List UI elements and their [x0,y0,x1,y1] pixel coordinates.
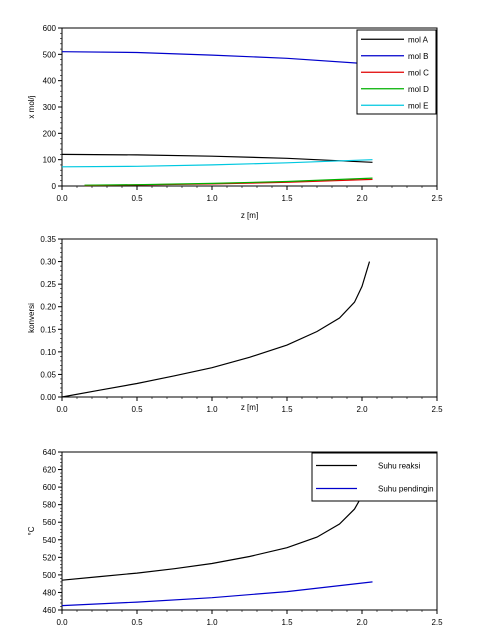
y-tick-label: 100 [43,156,57,165]
series-line-mol-b [61,51,373,65]
x-tick-label: 0.5 [131,194,143,203]
x-axis-label: z [m] [241,403,258,412]
x-tick-label: 0.5 [131,405,143,414]
y-tick-label: 480 [43,588,57,597]
y-tick-label: 0.30 [40,258,56,267]
y-axis-label: x mol/j [27,95,36,118]
x-tick-label: 0.0 [56,618,68,627]
series-line-suhu-reaksi [61,476,371,581]
y-tick-label: 500 [43,571,57,580]
x-tick-label: 1.5 [281,405,293,414]
x-axis-label: z [m] [241,211,258,220]
legend-label: mol B [408,52,428,61]
y-tick-label: 0.25 [40,280,56,289]
x-tick-label: 1.5 [281,194,293,203]
series-line-mol-d [84,177,373,186]
y-axis-label: °C [27,526,36,535]
chart-panel-2: 0.0 0.5 1.0 1.5 2.0 2.5 0.00 0.05 0.10 0.15 0.20 0.… [27,235,443,414]
series-line-suhu-pendingin [61,581,373,607]
y-tick-label: 560 [43,518,57,527]
chart-panel-1: 0.0 0.5 1.0 1.5 2.0 2.5 0 100 200 300 400 500 600 z [… [27,24,443,220]
y-tick-label: 580 [43,501,57,510]
legend-label: mol C [408,68,429,77]
y-tick-label: 0.10 [40,348,56,357]
y-tick-label: 600 [43,483,57,492]
legend-label: mol D [408,85,429,94]
series-line-mol-e [61,159,373,168]
series-line-mol-a [61,153,373,163]
y-tick-label: 540 [43,536,57,545]
x-tick-label: 2.0 [356,405,368,414]
y-tick-label: 520 [43,553,57,562]
plot-frame [61,451,438,611]
y-axis-label: konversi [27,303,36,333]
legend: mol A mol B mol C mol D mol E [356,29,437,115]
y-tick-label: 0.15 [40,325,56,334]
y-tick-label: 0.05 [40,370,56,379]
series-line-1 [61,261,371,398]
x-tick-label: 2.5 [431,405,443,414]
y-tick-label: 620 [43,466,57,475]
y-tick-label: 400 [43,77,57,86]
y-tick-label: 500 [43,50,57,59]
y-tick-label: 460 [43,606,57,615]
y-tick-label: 300 [43,103,57,112]
x-tick-label: 1.0 [206,618,218,627]
legend-label: Suhu pendingin [378,485,434,494]
y-tick-label: 600 [43,24,57,33]
legend: Suhu reaksi Suhu pendingin [311,452,438,502]
chart-panel-3: 0.0 0.5 1.0 1.5 2.0 2.5 460 480 500 520 540 560 580 6… [27,448,443,627]
x-tick-label: 2.5 [431,194,443,203]
x-tick-label: 0.0 [56,405,68,414]
y-tick-label: 200 [43,129,57,138]
legend-box [311,452,438,502]
legend-label: Suhu reaksi [378,462,420,471]
legend-label: mol E [408,101,428,110]
plot-frame [61,238,438,398]
x-tick-label: 0.5 [131,618,143,627]
x-tick-label: 1.5 [281,618,293,627]
legend-label: mol A [408,35,429,44]
y-tick-label: 0.20 [40,303,56,312]
y-tick-label: 0 [52,182,57,191]
x-tick-label: 2.5 [431,618,443,627]
y-tick-label: 0.35 [40,235,56,244]
x-tick-label: 1.0 [206,405,218,414]
y-tick-label: 0.00 [40,393,56,402]
x-tick-label: 2.0 [356,618,368,627]
x-tick-label: 0.0 [56,194,68,203]
x-tick-label: 1.0 [206,194,218,203]
y-tick-label: 640 [43,448,57,457]
x-tick-label: 2.0 [356,194,368,203]
